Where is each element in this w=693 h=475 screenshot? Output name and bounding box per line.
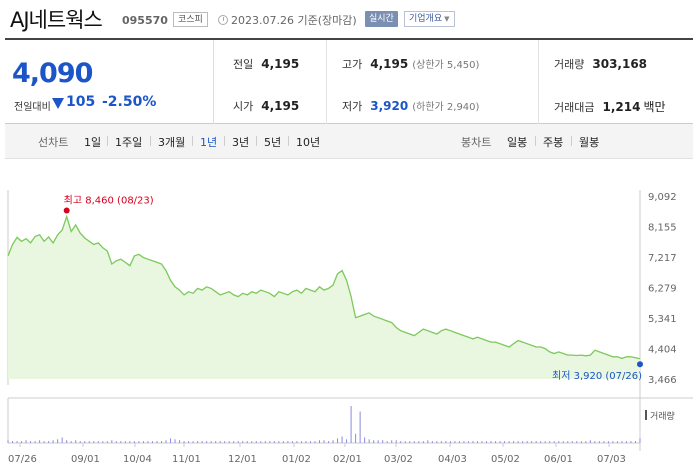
change-label: 전일대비 xyxy=(14,102,51,113)
divider xyxy=(326,40,327,124)
amount-unit: 백만 xyxy=(643,100,666,114)
tab-10y[interactable]: 10년 xyxy=(296,136,321,149)
price-line xyxy=(7,214,641,360)
stock-code: 095570 xyxy=(122,14,168,27)
x-tick-label: 01/02 xyxy=(282,454,311,465)
x-tick-label: 04/03 xyxy=(438,454,467,465)
chevron-down-icon: ▼ xyxy=(444,15,450,23)
market-badge: 코스피 xyxy=(173,12,208,27)
amount-value: 1,214 xyxy=(602,100,641,114)
y-tick-label: 3,466 xyxy=(648,375,677,386)
y-tick-label: 5,341 xyxy=(648,314,677,325)
company-overview-button[interactable]: 기업개요 ▼ xyxy=(404,11,455,27)
tab-separator xyxy=(107,136,108,146)
price-change: 105 xyxy=(66,94,96,110)
tab-separator xyxy=(224,136,225,146)
tab-separator xyxy=(192,136,193,146)
price-chart-svg: 9,092 8,155 7,217 6,279 5,341 4,404 3,466 최고 8,… xyxy=(7,190,693,465)
period-tabs: 선차트 1일 1주일 3개월 1년 3년 5년 10년 봉차트 일봉 주봉 월봉 xyxy=(5,124,693,159)
price-area-fill xyxy=(8,216,640,379)
tab-separator xyxy=(288,136,289,146)
low-price: 저가 3,920 (하한가 2,940) xyxy=(342,98,479,114)
x-tick-label: 02/01 xyxy=(333,454,362,465)
clock-icon xyxy=(218,15,228,25)
low-annotation: 최저 3,920 (07/26) xyxy=(552,370,642,382)
tab-3m[interactable]: 3개월 xyxy=(158,136,186,149)
high-marker xyxy=(63,207,70,214)
y-tick-label: 6,279 xyxy=(648,284,677,295)
stock-name: AJ네트웍스 xyxy=(10,8,103,32)
x-tick-label: 09/01 xyxy=(71,454,100,465)
tab-weekly[interactable]: 주봉 xyxy=(543,136,564,149)
tab-1d[interactable]: 1일 xyxy=(84,136,102,149)
x-tick-label: 11/01 xyxy=(172,454,201,465)
x-tick-label: 03/02 xyxy=(384,454,413,465)
tab-1y[interactable]: 1년 xyxy=(200,136,218,149)
current-price-box: 4,090 전일대비 105 -2.50% xyxy=(5,40,214,124)
change-rate: -2.50% xyxy=(102,94,157,110)
x-tick-label: 12/01 xyxy=(228,454,257,465)
volume-label: 거래량 xyxy=(554,58,585,71)
volume-value: 303,168 xyxy=(592,57,648,71)
amount-label: 거래대금 xyxy=(554,101,595,114)
down-arrow-icon xyxy=(52,98,64,109)
volume-label: 거래량 xyxy=(650,410,675,422)
tab-1w[interactable]: 1주일 xyxy=(115,136,143,149)
low-label: 저가 xyxy=(342,100,363,113)
candle-chart-label: 봉차트 xyxy=(461,136,492,149)
y-tick-label: 8,155 xyxy=(648,223,677,234)
open-label: 시가 xyxy=(233,100,254,113)
volume: 거래량 303,168 xyxy=(554,56,647,72)
y-tick-label: 9,092 xyxy=(648,192,677,203)
low-marker xyxy=(637,361,643,368)
current-price: 4,090 xyxy=(12,58,93,89)
high-annotation: 최고 8,460 (08/23) xyxy=(64,195,154,207)
price-chart[interactable]: 9,092 8,155 7,217 6,279 5,341 4,404 3,466 최고 8,… xyxy=(0,160,693,475)
reference-date: 2023.07.26 기준(장마감) xyxy=(231,14,357,27)
x-tick-label: 05/02 xyxy=(491,454,520,465)
x-tick-label: 07/03 xyxy=(597,454,626,465)
company-overview-label: 기업개요 xyxy=(409,14,443,24)
y-tick-label: 4,404 xyxy=(648,345,677,356)
open-value: 4,195 xyxy=(261,99,300,113)
prev-close: 전일 4,195 xyxy=(233,56,299,72)
realtime-button[interactable]: 실시간 xyxy=(365,11,398,27)
tab-5y[interactable]: 5년 xyxy=(264,136,282,149)
prev-close-label: 전일 xyxy=(233,58,254,71)
volume-legend-marker xyxy=(645,410,647,420)
divider xyxy=(538,40,539,124)
price-summary: 4,090 전일대비 105 -2.50% 전일 4,195 시가 4,195 고가… xyxy=(5,38,693,124)
y-tick-label: 7,217 xyxy=(648,253,677,264)
x-tick-label: 10/04 xyxy=(123,454,152,465)
trade-amount: 거래대금 1,214 백만 xyxy=(554,98,666,115)
tab-separator xyxy=(256,136,257,146)
lower-limit: (하한가 2,940) xyxy=(412,102,480,113)
low-value: 3,920 xyxy=(370,99,409,113)
high-price: 고가 4,195 (상한가 5,450) xyxy=(342,56,479,72)
tab-separator xyxy=(535,136,536,146)
tab-separator xyxy=(571,136,572,146)
tab-3y[interactable]: 3년 xyxy=(232,136,250,149)
stock-header: AJ네트웍스 095570 코스피 2023.07.26 기준(장마감) 실시간… xyxy=(0,0,693,38)
x-tick-label: 06/01 xyxy=(544,454,573,465)
prev-close-value: 4,195 xyxy=(261,57,300,71)
high-value: 4,195 xyxy=(370,57,409,71)
upper-limit: (상한가 5,450) xyxy=(412,60,480,71)
tab-separator xyxy=(150,136,151,146)
open-price: 시가 4,195 xyxy=(233,98,299,114)
high-label: 고가 xyxy=(342,58,363,71)
tab-monthly[interactable]: 월봉 xyxy=(579,136,600,149)
line-chart-label: 선차트 xyxy=(38,136,69,149)
x-tick-label: 07/26 xyxy=(8,454,37,465)
tab-daily[interactable]: 일봉 xyxy=(507,136,528,149)
